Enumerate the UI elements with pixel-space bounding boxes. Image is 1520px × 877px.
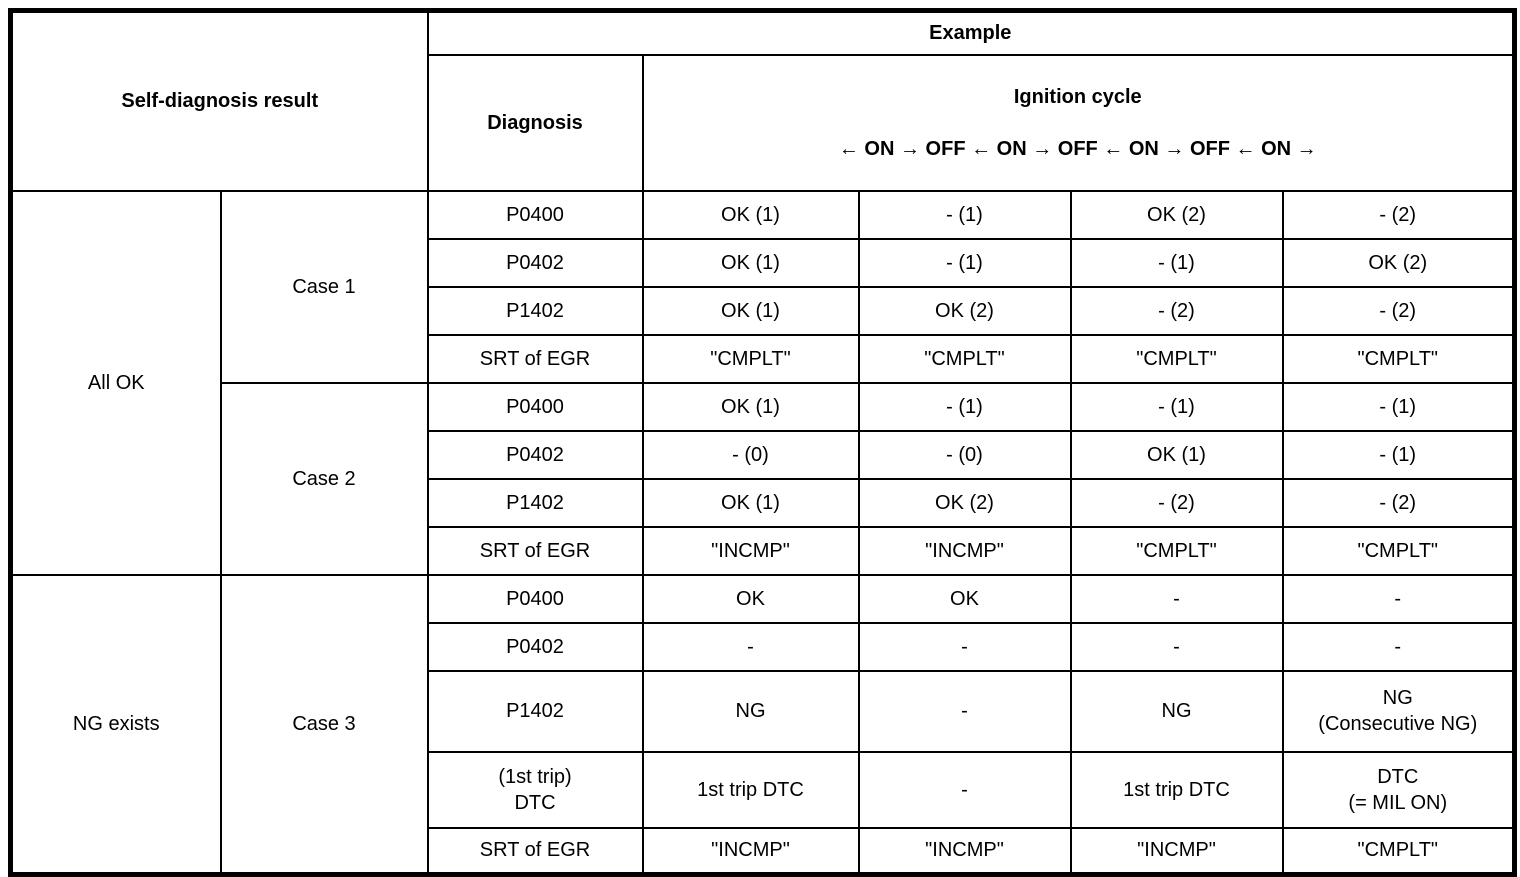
- value-cell: OK (2): [857, 285, 1072, 336]
- value-cell: OK (2): [1069, 189, 1284, 240]
- header-self-diagnosis-result: Self-diagnosis result: [9, 9, 429, 192]
- ignition-cycle-sequence: ← ON → OFF ← ON → OFF ← ON → OFF ← ON →: [838, 137, 1317, 160]
- self-diagnosis-table: Self-diagnosis result Example Diagnosis …: [8, 8, 1518, 877]
- value-cell: -: [857, 750, 1072, 829]
- diagnosis-cell: P0400: [426, 573, 644, 624]
- value-cell: -: [1069, 621, 1284, 672]
- diagnosis-cell: P1402: [426, 477, 644, 528]
- table-row: SRT of EGR "INCMP" "INCMP" "CMPLT" "CMPL…: [11, 525, 1516, 576]
- header-row-ignition: Diagnosis Ignition cycle ← ON → OFF ← ON…: [11, 53, 1516, 192]
- result-cell-ng-exists: NG exists: [9, 573, 222, 876]
- value-cell: - (1): [1281, 429, 1516, 480]
- value-cell: "CMPLT": [857, 333, 1072, 384]
- value-cell: -: [1281, 573, 1516, 624]
- diagnosis-cell: P0402: [426, 237, 644, 288]
- value-cell: - (1): [857, 381, 1072, 432]
- value-cell: "INCMP": [1069, 826, 1284, 876]
- value-cell: -: [857, 621, 1072, 672]
- header-example: Example: [426, 9, 1516, 56]
- value-cell: OK (2): [1281, 237, 1516, 288]
- value-cell: OK: [641, 573, 860, 624]
- table-row: P0402 - (0) - (0) OK (1) - (1): [11, 429, 1516, 480]
- value-cell: "INCMP": [641, 525, 860, 576]
- value-cell: - (2): [1281, 189, 1516, 240]
- value-cell: OK (1): [1069, 429, 1284, 480]
- value-cell: - (1): [857, 189, 1072, 240]
- value-cell: - (2): [1069, 477, 1284, 528]
- value-cell: OK (1): [641, 189, 860, 240]
- diagnosis-cell: P0400: [426, 189, 644, 240]
- result-cell-all-ok: All OK: [9, 189, 222, 576]
- diagnosis-cell: P1402: [426, 669, 644, 753]
- value-cell: - (0): [857, 429, 1072, 480]
- diagnosis-cell: P0402: [426, 429, 644, 480]
- value-cell: - (2): [1069, 285, 1284, 336]
- value-cell: - (1): [1281, 381, 1516, 432]
- value-cell: NG: [1069, 669, 1284, 753]
- value-cell: "CMPLT": [1281, 525, 1516, 576]
- value-cell: - (1): [1069, 381, 1284, 432]
- value-cell: "INCMP": [641, 826, 860, 876]
- diagnosis-cell: SRT of EGR: [426, 525, 644, 576]
- diagnosis-cell: SRT of EGR: [426, 826, 644, 876]
- table-row: P1402 NG - NG NG (Consecutive NG): [11, 669, 1516, 753]
- table-row: NG exists Case 3 P0400 OK OK - -: [9, 573, 1516, 876]
- value-cell: NG: [641, 669, 860, 753]
- diagnosis-cell: P0400: [426, 381, 644, 432]
- value-cell: -: [1281, 621, 1516, 672]
- value-cell: DTC (= MIL ON): [1281, 750, 1516, 829]
- value-cell: "INCMP": [857, 826, 1072, 876]
- table-row: P0402 OK (1) - (1) - (1) OK (2): [11, 237, 1516, 288]
- value-cell: "CMPLT": [641, 333, 860, 384]
- value-cell: "CMPLT": [1281, 333, 1516, 384]
- table-row: P0402 - - - -: [11, 621, 1516, 672]
- value-cell: OK (1): [641, 477, 860, 528]
- value-cell: "CMPLT": [1069, 525, 1284, 576]
- value-cell: - (2): [1281, 477, 1516, 528]
- value-cell: "CMPLT": [1281, 826, 1516, 876]
- case-cell-case3: Case 3: [219, 573, 429, 876]
- value-cell: OK (1): [641, 237, 860, 288]
- diagnosis-cell: (1st trip) DTC: [426, 750, 644, 829]
- table-row: All OK Case 1 P0400 OK (1) - (1) OK (2) …: [9, 189, 1516, 576]
- value-cell: NG (Consecutive NG): [1281, 669, 1516, 753]
- value-cell: "INCMP": [857, 525, 1072, 576]
- table-row: (1st trip) DTC 1st trip DTC - 1st trip D…: [11, 750, 1516, 829]
- value-cell: - (2): [1281, 285, 1516, 336]
- case-cell-case2: Case 2: [219, 381, 429, 576]
- value-cell: OK (1): [641, 381, 860, 432]
- value-cell: -: [641, 621, 860, 672]
- table-row: SRT of EGR "CMPLT" "CMPLT" "CMPLT" "CMPL…: [11, 333, 1516, 384]
- value-cell: 1st trip DTC: [1069, 750, 1284, 829]
- header-row-example: Self-diagnosis result Example: [9, 9, 1516, 192]
- diagnosis-cell: P1402: [426, 285, 644, 336]
- table-row: P1402 OK (1) OK (2) - (2) - (2): [11, 477, 1516, 528]
- ignition-cycle-title: Ignition cycle: [1013, 85, 1142, 108]
- header-diagnosis: Diagnosis: [426, 53, 644, 192]
- value-cell: -: [857, 669, 1072, 753]
- manual-page: Self-diagnosis result Example Diagnosis …: [8, 8, 1518, 877]
- value-cell: 1st trip DTC: [641, 750, 860, 829]
- case-cell-case1: Case 1: [219, 189, 429, 384]
- value-cell: OK (2): [857, 477, 1072, 528]
- value-cell: - (0): [641, 429, 860, 480]
- value-cell: "CMPLT": [1069, 333, 1284, 384]
- header-ignition-cycle: Ignition cycle ← ON → OFF ← ON → OFF ← O…: [641, 53, 1516, 192]
- diagnosis-cell: P0402: [426, 621, 644, 672]
- value-cell: - (1): [857, 237, 1072, 288]
- value-cell: OK: [857, 573, 1072, 624]
- table-row: P1402 OK (1) OK (2) - (2) - (2): [11, 285, 1516, 336]
- value-cell: OK (1): [641, 285, 860, 336]
- diagnosis-cell: SRT of EGR: [426, 333, 644, 384]
- table-row: Case 2 P0400 OK (1) - (1) - (1) - (1): [11, 381, 1516, 576]
- value-cell: - (1): [1069, 237, 1284, 288]
- value-cell: -: [1069, 573, 1284, 624]
